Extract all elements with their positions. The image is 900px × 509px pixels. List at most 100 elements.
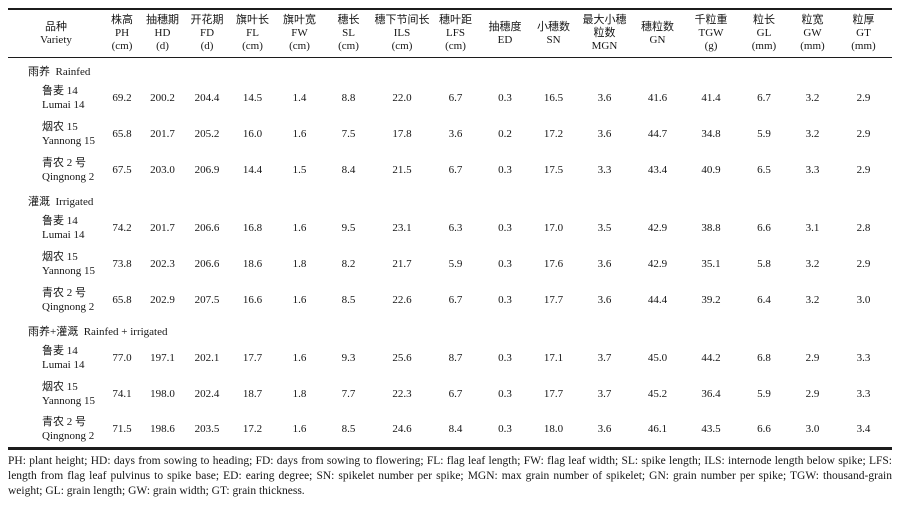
- col-header-hd: 抽穗期 HD (d): [140, 9, 185, 58]
- value-cell-hd: 198.0: [150, 388, 175, 400]
- value-cell-gt: 3.4: [856, 423, 871, 436]
- value-cell-fl: 14.4: [242, 164, 263, 176]
- value-cell-gl: 6.6: [757, 222, 771, 234]
- value-cell-fl: 17.7: [242, 352, 263, 364]
- value-cell-sl: 7.7: [341, 388, 356, 400]
- value-cell-hd: 202.3: [150, 258, 175, 270]
- value-cell-fl: 16.8: [242, 222, 263, 234]
- variety-cell: 烟农 15 Yannong 15: [8, 246, 104, 282]
- value-cell-mgn: 3.6: [597, 423, 612, 436]
- value-cell-fw: 1.6: [292, 128, 307, 140]
- value-cell-fw: 1.8: [292, 388, 307, 400]
- col-header-ils: 穗下节间长 ILS (cm): [374, 9, 430, 58]
- value-cell-mgn: 3.3: [597, 164, 612, 176]
- variety-cell: 烟农 15 Yannong 15: [8, 376, 104, 412]
- value-cell-ed: 0.3: [498, 352, 512, 364]
- value-cell-mgn: 3.6: [597, 258, 612, 270]
- variety-name-zh: 青农 2 号: [42, 157, 86, 169]
- col-header-gl: 粒长 GL (mm): [738, 9, 790, 58]
- value-cell-gw: 3.2: [805, 294, 820, 306]
- value-cell-mgn: 3.7: [597, 388, 612, 400]
- value-cell-ils: 24.6: [392, 423, 412, 436]
- variety-data-row: 鲁麦 14 Lumai 14 74.2 201.7 206.6 16.8 1.6 9.5 23.…: [8, 210, 892, 246]
- value-cell-ph: 67.5: [112, 164, 132, 176]
- value-cell-fw: 1.8: [292, 258, 307, 270]
- value-cell-sl: 9.3: [341, 352, 356, 364]
- col-header-sl: 穗长 SL (cm): [323, 9, 374, 58]
- variety-name-en: Lumai 14: [42, 229, 85, 241]
- value-cell-gt: 2.9: [856, 164, 871, 176]
- value-cell-lfs: 6.7: [448, 294, 463, 306]
- variety-data-row: 青农 2 号 Qingnong 2 65.8 202.9 207.5 16.6 1.6 8.5…: [8, 282, 892, 318]
- value-cell-gl: 5.9: [757, 388, 771, 400]
- value-cell-sn: 17.6: [543, 258, 564, 270]
- value-cell-ed: 0.3: [498, 92, 512, 104]
- value-cell-ed: 0.3: [498, 423, 512, 436]
- value-cell-ed: 0.3: [498, 388, 512, 400]
- value-cell-sn: 17.7: [543, 388, 564, 400]
- variety-name-zh: 青农 2 号: [42, 287, 86, 299]
- value-cell-tgw: 34.8: [701, 128, 721, 140]
- value-cell-ed: 0.3: [498, 258, 512, 270]
- value-cell-gw: 3.3: [805, 164, 820, 176]
- value-cell-ils: 21.7: [392, 258, 412, 270]
- value-cell-ph: 69.2: [112, 92, 132, 104]
- value-cell-mgn: 3.6: [597, 294, 612, 306]
- value-cell-sn: 17.2: [543, 128, 564, 140]
- value-cell-ed: 0.3: [498, 164, 512, 176]
- variety-cell: 鲁麦 14 Lumai 14: [8, 210, 104, 246]
- value-cell-fd: 202.4: [194, 388, 220, 400]
- value-cell-gn: 41.6: [647, 92, 668, 104]
- value-cell-gl: 6.6: [757, 423, 771, 436]
- value-cell-sn: 18.0: [543, 423, 564, 436]
- value-cell-ph: 74.2: [112, 222, 132, 234]
- value-cell-gn: 45.0: [647, 352, 668, 364]
- variety-cell: 鲁麦 14 Lumai 14: [8, 80, 104, 116]
- value-cell-tgw: 44.2: [701, 352, 721, 364]
- header-row: 品种 Variety 株高 PH (cm) 抽穗期 HD (d) 开花期 FD (d) 旗叶长 FL (c…: [8, 9, 892, 58]
- value-cell-lfs: 6.3: [448, 222, 463, 234]
- variety-name-en: Yannong 15: [42, 135, 95, 147]
- value-cell-mgn: 3.5: [597, 222, 612, 234]
- value-cell-gt: 2.8: [856, 222, 871, 234]
- variety-name-zh: 鲁麦 14: [42, 215, 78, 227]
- value-cell-fd: 207.5: [194, 294, 220, 306]
- value-cell-gn: 42.9: [647, 222, 668, 234]
- value-cell-ed: 0.3: [498, 294, 512, 306]
- variety-cell: 青农 2 号 Qingnong 2: [8, 412, 104, 448]
- value-cell-lfs: 6.7: [448, 388, 463, 400]
- value-cell-ed: 0.3: [498, 222, 512, 234]
- value-cell-sl: 8.8: [341, 92, 356, 104]
- value-cell-gt: 2.9: [856, 258, 871, 270]
- value-cell-hd: 200.2: [150, 92, 175, 104]
- variety-name-en: Yannong 15: [42, 265, 95, 277]
- value-cell-gt: 3.3: [856, 352, 871, 364]
- value-cell-lfs: 8.7: [448, 352, 463, 364]
- value-cell-ph: 65.8: [112, 128, 132, 140]
- value-cell-fd: 206.6: [194, 258, 220, 270]
- col-header-ed: 抽穗度 ED: [481, 9, 529, 58]
- value-cell-gw: 3.2: [805, 128, 820, 140]
- value-cell-tgw: 41.4: [701, 92, 721, 104]
- value-cell-ph: 71.5: [112, 423, 132, 436]
- value-cell-gn: 43.4: [647, 164, 668, 176]
- value-cell-sl: 8.5: [341, 423, 356, 436]
- value-cell-gl: 6.5: [757, 164, 771, 176]
- col-header-variety: 品种 Variety: [8, 9, 104, 58]
- value-cell-fl: 16.6: [242, 294, 263, 306]
- value-cell-ils: 22.0: [392, 92, 412, 104]
- value-cell-lfs: 3.6: [448, 128, 463, 140]
- value-cell-mgn: 3.6: [597, 92, 612, 104]
- value-cell-gt: 2.9: [856, 92, 871, 104]
- value-cell-ils: 25.6: [392, 352, 412, 364]
- value-cell-fw: 1.6: [292, 222, 307, 234]
- col-header-mgn: 最大小穗 粒数 MGN: [578, 9, 631, 58]
- value-cell-fl: 18.6: [242, 258, 263, 270]
- value-cell-fd: 202.1: [194, 352, 220, 364]
- value-cell-tgw: 43.5: [701, 423, 721, 436]
- variety-cell: 烟农 15 Yannong 15: [8, 116, 104, 152]
- value-cell-sn: 17.7: [543, 294, 564, 306]
- value-cell-gt: 2.9: [856, 128, 871, 140]
- value-cell-fw: 1.6: [292, 294, 307, 306]
- value-cell-ils: 17.8: [392, 128, 412, 140]
